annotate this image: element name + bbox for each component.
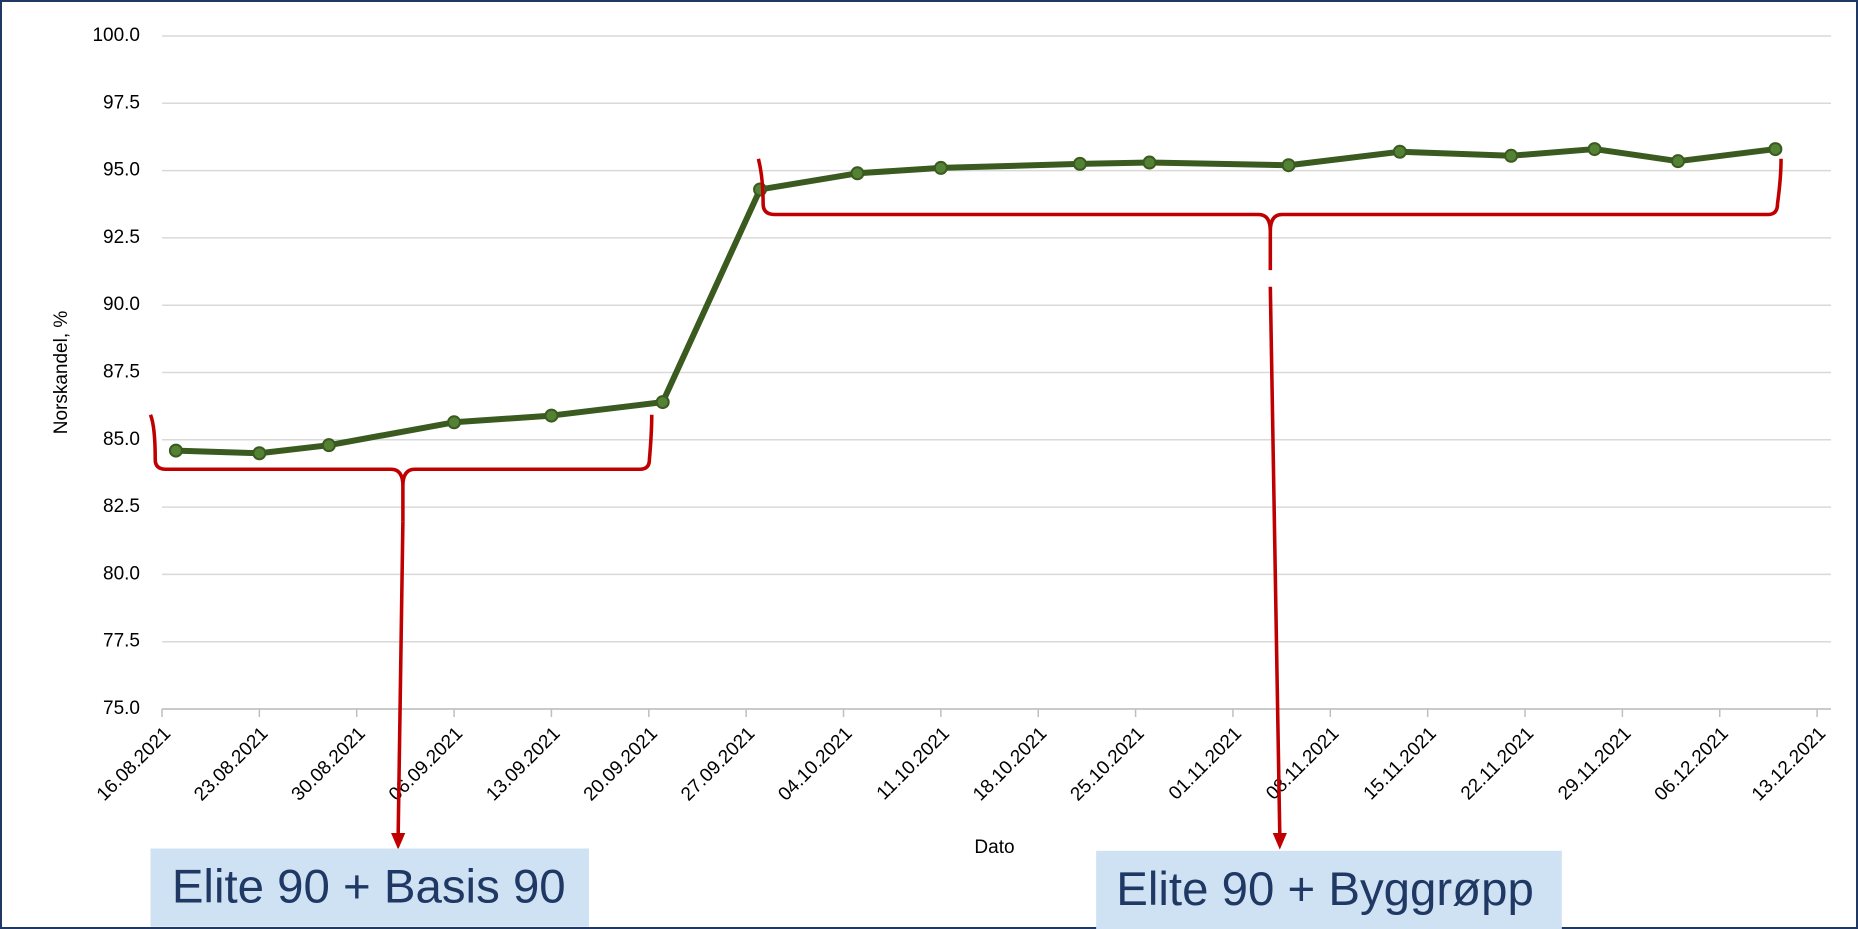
marker — [1281, 158, 1296, 173]
x-tick-label: 20.09.2021 — [580, 723, 662, 805]
arrow-head — [391, 833, 406, 850]
bracket — [756, 158, 1783, 271]
marker — [655, 395, 670, 410]
y-tick-label: 75.0 — [103, 698, 140, 719]
marker — [1587, 142, 1602, 157]
x-tick-label: 29.11.2021 — [1554, 723, 1635, 804]
arrow-head — [1272, 833, 1287, 850]
marker — [1072, 156, 1087, 171]
annotation-box — [150, 848, 589, 927]
y-tick-label: 82.5 — [103, 496, 140, 517]
annotation-text: Elite 90 + Byggrøpp — [1116, 863, 1534, 916]
marker — [168, 443, 183, 458]
marker — [1392, 144, 1407, 159]
x-tick-label: 08.11.2021 — [1262, 723, 1343, 804]
marker — [850, 166, 865, 181]
x-tick-label: 27.09.2021 — [677, 723, 759, 805]
plot: 75.0 77.5 80.0 82.5 85.0 87.5 90.0 92.5 95.0 97.5… — [51, 25, 1831, 858]
marker — [544, 408, 559, 423]
x-tick-label: 23.08.2021 — [190, 723, 272, 805]
marker — [447, 415, 462, 430]
x-tick-label: 30.08.2021 — [288, 723, 370, 805]
x-tick-label: 13.09.2021 — [482, 723, 564, 805]
x-tick-label: 18.10.2021 — [969, 723, 1051, 805]
marker — [252, 446, 267, 461]
y-tick-label: 100.0 — [92, 25, 140, 46]
marker — [1768, 142, 1783, 157]
y-tick-label: 80.0 — [103, 563, 140, 584]
x-tick-label: 22.11.2021 — [1457, 723, 1538, 804]
y-tick-label: 85.0 — [103, 429, 140, 450]
y-tick-label: 90.0 — [103, 294, 140, 315]
annotation-box — [1096, 850, 1562, 929]
arrow — [396, 521, 405, 836]
y-axis-label: Norskandel, % — [51, 311, 72, 435]
annotation-text: Elite 90 + Basis 90 — [172, 860, 566, 913]
y-tick-label: 77.5 — [103, 631, 140, 652]
x-tick-label: 16.08.2021 — [93, 723, 175, 805]
marker — [321, 438, 336, 453]
marker — [933, 160, 948, 175]
x-axis-label: Dato — [974, 837, 1014, 858]
marker — [1671, 154, 1686, 169]
y-tick-label: 97.5 — [103, 92, 140, 113]
annotations: Elite 90 + Basis 90 Elite 90 + Byggrøpp — [148, 158, 1783, 929]
x-tick-label: 06.12.2021 — [1651, 723, 1733, 805]
marker — [1504, 148, 1519, 163]
x-tick-label: 15.11.2021 — [1360, 723, 1441, 804]
y-tick-label: 95.0 — [103, 160, 140, 181]
x-tick-label: 13.12.2021 — [1748, 723, 1830, 805]
bracket — [148, 414, 654, 522]
marker — [1142, 155, 1157, 170]
x-tick-label: 01.11.2021 — [1165, 723, 1246, 804]
x-tick-label: 25.10.2021 — [1067, 723, 1149, 805]
arrow — [1268, 286, 1282, 836]
line — [175, 146, 1776, 457]
x-tick-label: 04.10.2021 — [774, 723, 856, 805]
y-tick-label: 92.5 — [103, 227, 140, 248]
x-tick-label: 11.10.2021 — [873, 723, 954, 804]
y-tick-label: 87.5 — [103, 362, 140, 383]
